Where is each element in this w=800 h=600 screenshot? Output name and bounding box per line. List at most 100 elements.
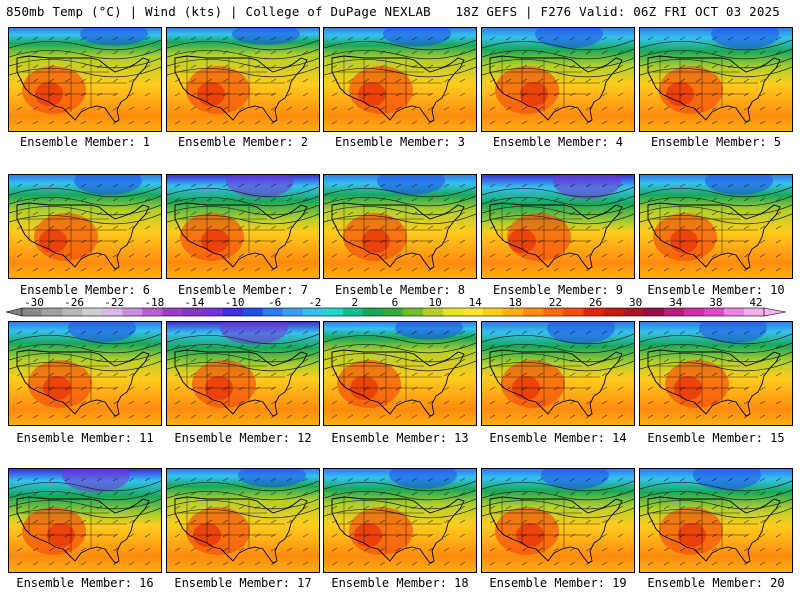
ensemble-map-20 bbox=[639, 468, 793, 573]
colorbar-segment bbox=[382, 308, 404, 316]
colorbar-low-arrow bbox=[5, 307, 23, 317]
colorbar-segment bbox=[503, 308, 524, 316]
ensemble-map-3 bbox=[323, 27, 477, 132]
colorbar-segment bbox=[82, 308, 103, 316]
temperature-map bbox=[640, 469, 792, 572]
ensemble-member-label: Ensemble Member: 18 bbox=[331, 576, 469, 590]
colorbar-tick-label: -26 bbox=[64, 296, 84, 309]
temperature-map bbox=[482, 469, 634, 572]
colorbar-tick-label: -6 bbox=[268, 296, 281, 309]
ensemble-member-label: Ensemble Member: 19 bbox=[489, 576, 627, 590]
ensemble-member-label: Ensemble Member: 10 bbox=[647, 283, 785, 297]
ensemble-member-label: Ensemble Member: 5 bbox=[650, 135, 782, 149]
ensemble-map-16 bbox=[8, 468, 162, 573]
ensemble-member-label: Ensemble Member: 13 bbox=[331, 431, 469, 445]
colorbar-tick-label: 6 bbox=[392, 296, 399, 309]
colorbar-tick-label: 34 bbox=[669, 296, 683, 309]
colorbar-segment bbox=[242, 308, 264, 316]
ensemble-map-18 bbox=[323, 468, 477, 573]
colorbar-segment bbox=[563, 308, 584, 316]
temperature-map bbox=[9, 28, 161, 131]
colorbar-segment bbox=[423, 308, 444, 316]
colorbar-segment bbox=[643, 308, 665, 316]
colorbar-segment bbox=[342, 308, 364, 316]
colorbar-segment bbox=[723, 308, 745, 316]
ensemble-member-label: Ensemble Member: 6 bbox=[19, 283, 151, 297]
ensemble-member-label: Ensemble Member: 16 bbox=[16, 576, 154, 590]
temperature-map bbox=[640, 322, 792, 425]
temperature-map bbox=[482, 322, 634, 425]
colorbar-segment bbox=[262, 308, 284, 316]
colorbar-tick-label: -14 bbox=[184, 296, 204, 309]
colorbar-high-arrow bbox=[763, 307, 787, 317]
ensemble-member-label: Ensemble Member: 14 bbox=[489, 431, 627, 445]
ensemble-map-1 bbox=[8, 27, 162, 132]
ensemble-member-label: Ensemble Member: 17 bbox=[174, 576, 312, 590]
colorbar-tick-label: 14 bbox=[469, 296, 483, 309]
colorbar-segment bbox=[603, 308, 625, 316]
temperature-map bbox=[324, 28, 476, 131]
colorbar-segment bbox=[62, 308, 83, 316]
colorbar-tick-label: 38 bbox=[709, 296, 722, 309]
temperature-map bbox=[640, 175, 792, 278]
colorbar-segment bbox=[182, 308, 203, 316]
temperature-map bbox=[9, 175, 161, 278]
colorbar-segment bbox=[222, 308, 243, 316]
colorbar-tick-label: -2 bbox=[308, 296, 321, 309]
temperature-map bbox=[324, 322, 476, 425]
ensemble-member-label: Ensemble Member: 9 bbox=[492, 283, 624, 297]
colorbar-tick-label: 42 bbox=[749, 296, 762, 309]
colorbar-segment bbox=[362, 308, 384, 316]
ensemble-map-5 bbox=[639, 27, 793, 132]
ensemble-map-2 bbox=[166, 27, 320, 132]
colorbar-tick-label: 22 bbox=[549, 296, 562, 309]
colorbar-segment bbox=[523, 308, 544, 316]
colorbar-segment bbox=[22, 308, 43, 316]
colorbar-segment bbox=[703, 308, 725, 316]
ensemble-map-7 bbox=[166, 174, 320, 279]
colorbar-segment bbox=[322, 308, 344, 316]
ensemble-member-label: Ensemble Member: 4 bbox=[492, 135, 624, 149]
colorbar-segment bbox=[443, 308, 464, 316]
ensemble-member-label: Ensemble Member: 15 bbox=[647, 431, 785, 445]
ensemble-map-12 bbox=[166, 321, 320, 426]
colorbar-tick-label: -22 bbox=[104, 296, 124, 309]
colorbar-segment bbox=[142, 308, 163, 316]
temperature-map bbox=[167, 28, 319, 131]
ensemble-map-19 bbox=[481, 468, 635, 573]
colorbar-tick-label: 18 bbox=[509, 296, 522, 309]
temperature-map bbox=[640, 28, 792, 131]
ensemble-map-15 bbox=[639, 321, 793, 426]
temperature-map bbox=[167, 175, 319, 278]
colorbar-segment bbox=[162, 308, 183, 316]
ensemble-map-17 bbox=[166, 468, 320, 573]
ensemble-member-label: Ensemble Member: 11 bbox=[16, 431, 154, 445]
ensemble-map-6 bbox=[8, 174, 162, 279]
colorbar-tick-label: 10 bbox=[428, 296, 441, 309]
temperature-map bbox=[167, 469, 319, 572]
colorbar-segment bbox=[403, 308, 424, 316]
colorbar-tick-label: -10 bbox=[225, 296, 245, 309]
colorbar-segment bbox=[543, 308, 564, 316]
colorbar-tick-label: -18 bbox=[144, 296, 164, 309]
ensemble-member-label: Ensemble Member: 8 bbox=[334, 283, 466, 297]
chart-title: 850mb Temp (°C) | Wind (kts) | College o… bbox=[6, 4, 431, 19]
temperature-map bbox=[324, 469, 476, 572]
ensemble-map-4 bbox=[481, 27, 635, 132]
colorbar-tick-label: 2 bbox=[352, 296, 359, 309]
colorbar-segment bbox=[302, 308, 324, 316]
run-info: 18Z GEFS | F276 Valid: 06Z FRI OCT 03 20… bbox=[455, 4, 780, 19]
ensemble-member-label: Ensemble Member: 7 bbox=[177, 283, 309, 297]
colorbar-segment bbox=[583, 308, 604, 316]
ensemble-map-9 bbox=[481, 174, 635, 279]
colorbar-segment bbox=[623, 308, 645, 316]
temperature-map bbox=[9, 469, 161, 572]
ensemble-member-label: Ensemble Member: 2 bbox=[177, 135, 309, 149]
colorbar-segment bbox=[743, 308, 765, 316]
colorbar-segment bbox=[102, 308, 123, 316]
ensemble-map-10 bbox=[639, 174, 793, 279]
colorbar-segment bbox=[483, 308, 504, 316]
ensemble-member-label: Ensemble Member: 20 bbox=[647, 576, 785, 590]
temperature-colorbar: -30 -26 -22 -18 -14 -10 -6 -2 2 6 10 14 18 22 26 30 34 38… bbox=[5, 296, 787, 317]
ensemble-map-11 bbox=[8, 321, 162, 426]
